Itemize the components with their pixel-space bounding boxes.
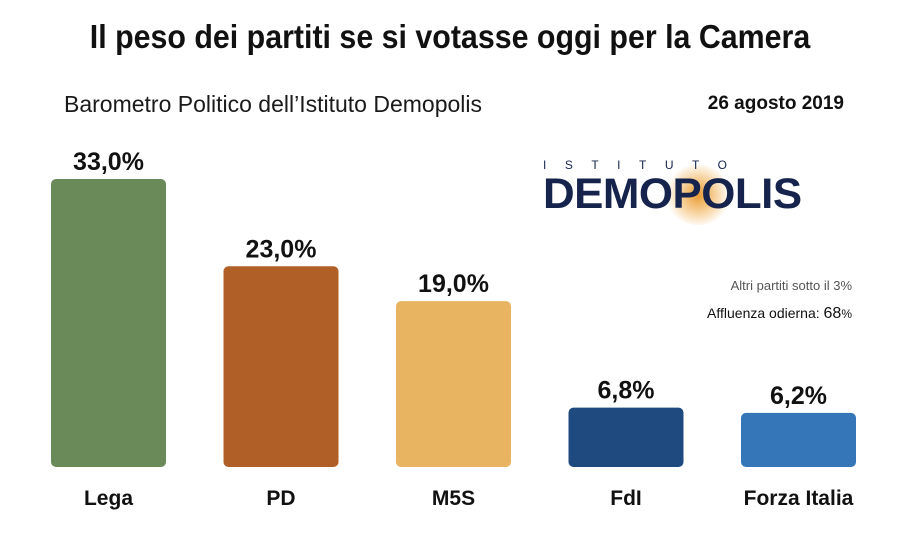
bar-value-label: 6,2%: [770, 382, 827, 410]
category-label: M5S: [432, 487, 475, 510]
turnout-label: Affluenza odierna:: [707, 305, 820, 321]
turnout-note: Affluenza odierna: 68%: [707, 305, 852, 323]
chart-subtitle: Barometro Politico dell’Istituto Demopol…: [64, 91, 483, 117]
bar-lega: [51, 179, 166, 467]
category-label: Forza Italia: [744, 487, 854, 510]
turnout-value: 68: [823, 305, 842, 322]
category-label: Lega: [84, 487, 133, 510]
bar-value-label: 23,0%: [246, 235, 317, 263]
bar-m5s: [396, 301, 511, 467]
bar-forza-italia: [741, 412, 856, 467]
category-label: FdI: [610, 487, 642, 510]
category-label: PD: [266, 487, 295, 510]
chart-title: Il peso dei partiti se si votasse oggi p…: [89, 18, 811, 55]
other-parties-note: Altri partiti sotto il 3%: [730, 278, 852, 293]
bar-pd: [223, 266, 339, 467]
survey-date: 26 agosto 2019: [707, 93, 844, 114]
bar-fdi: [568, 407, 684, 467]
logo-top-text: ISTITUTO: [543, 158, 746, 172]
logo-main-text: DEMOPOLIS: [543, 170, 802, 218]
demopolis-logo: ISTITUTO DEMOPOLIS: [543, 158, 855, 228]
bar-value-label: 33,0%: [73, 148, 144, 176]
bar-value-label: 19,0%: [418, 270, 489, 298]
turnout-unit: %: [841, 307, 852, 321]
bar-value-label: 6,8%: [598, 377, 655, 405]
logo-glow-icon: [665, 165, 731, 225]
